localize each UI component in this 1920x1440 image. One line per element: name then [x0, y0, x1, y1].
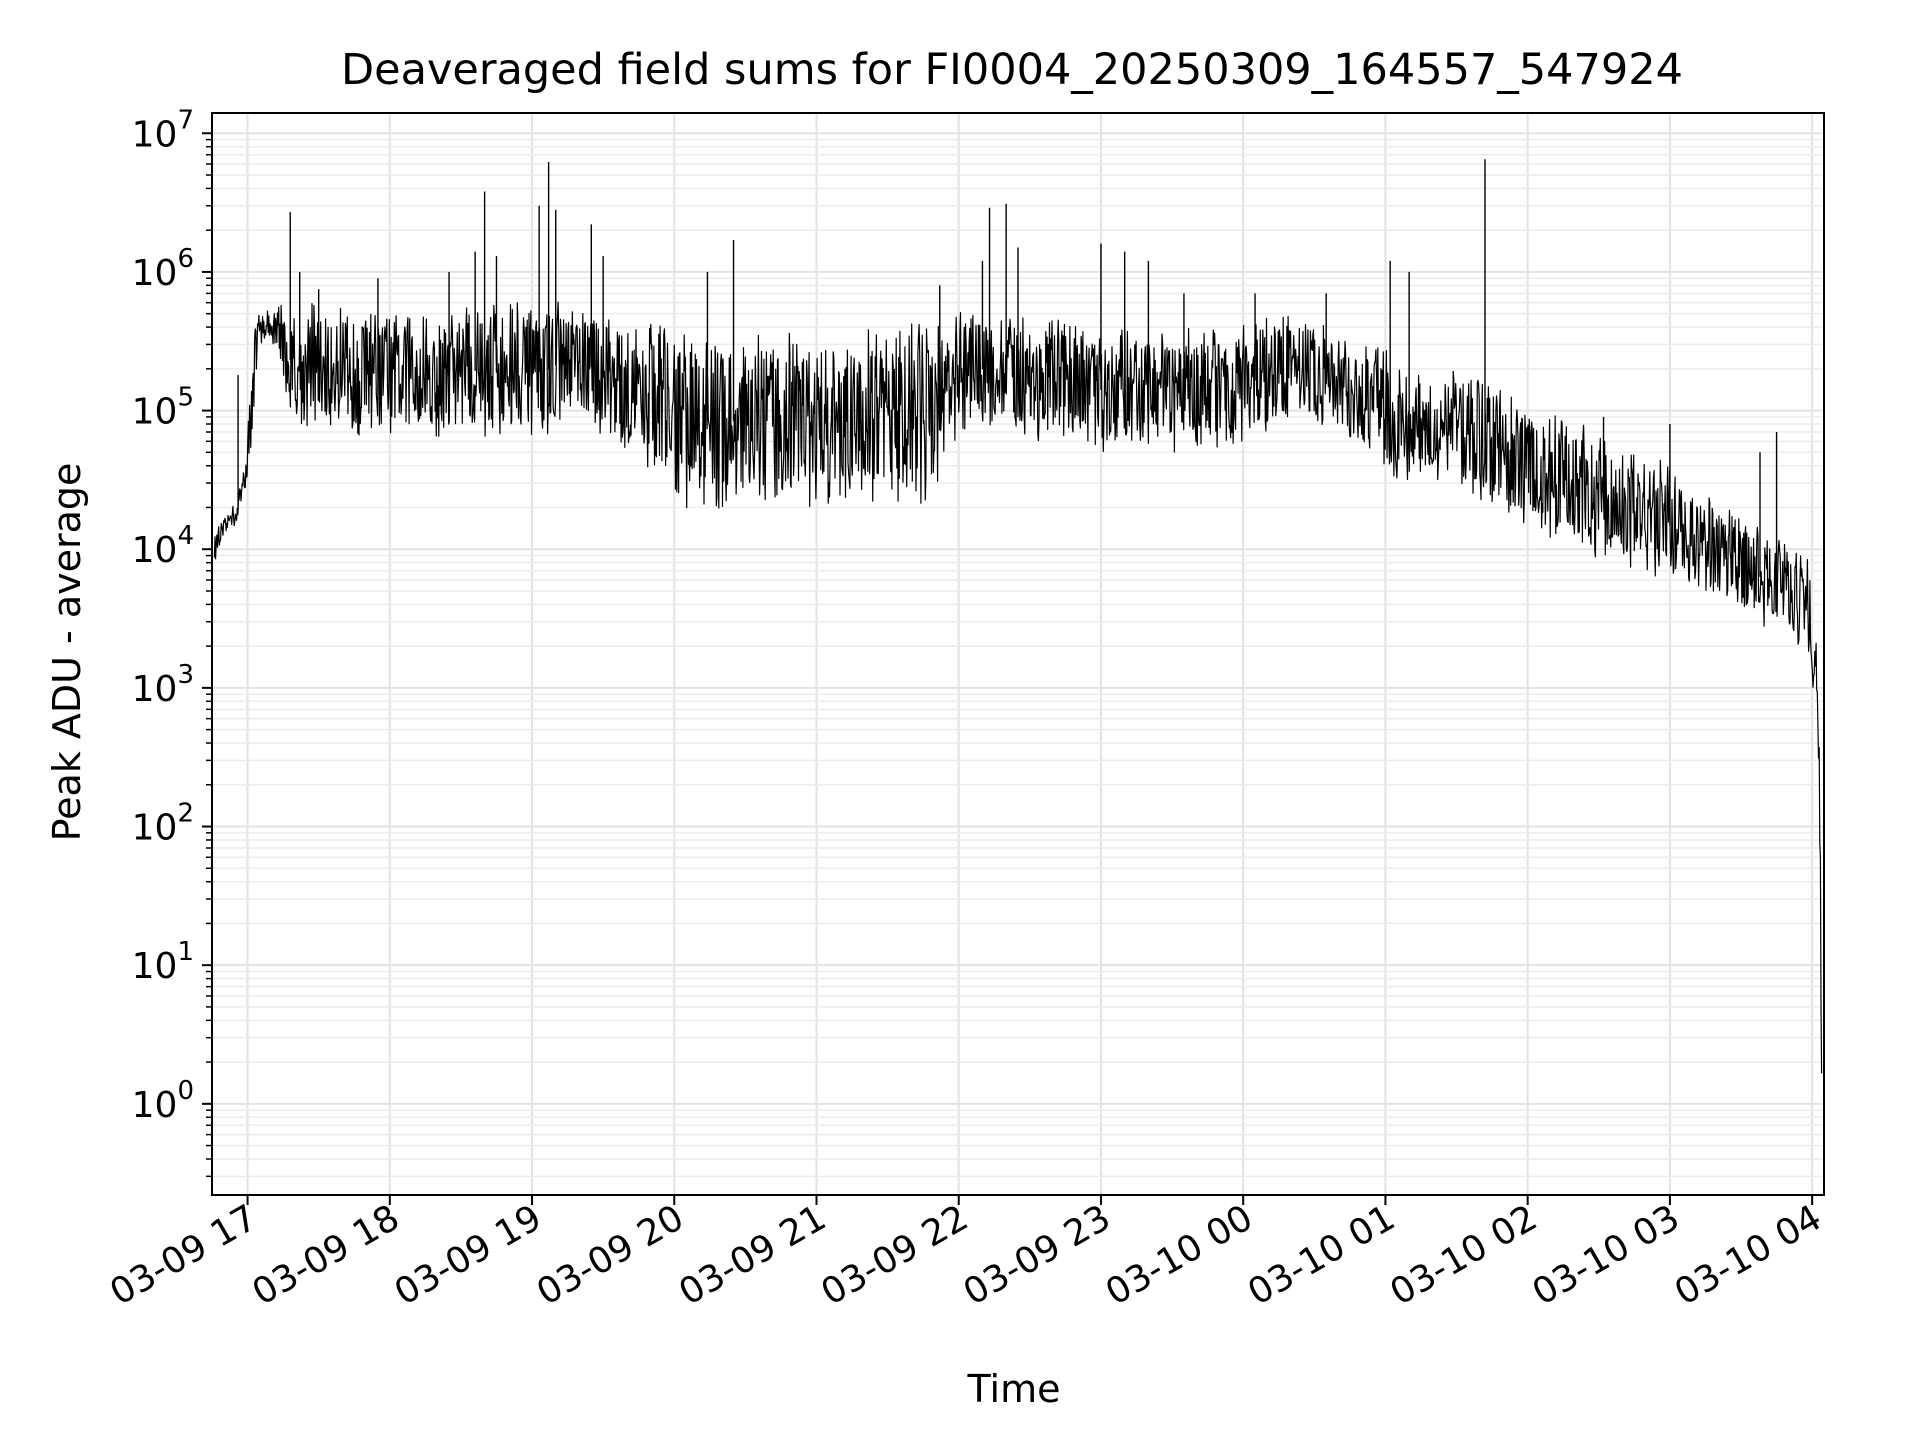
y-tick-label: 102 [132, 799, 194, 849]
plot-frame [211, 112, 1825, 1196]
y-tick-label: 101 [132, 937, 194, 987]
chart-title: Deaveraged field sums for FI0004_2025030… [341, 45, 1683, 95]
y-tick-label: 104 [132, 521, 194, 571]
y-tick-label: 106 [132, 244, 194, 294]
y-tick-label: 105 [132, 383, 194, 433]
y-tick-label: 107 [132, 105, 194, 155]
y-tick-label: 103 [132, 660, 194, 710]
data-series-line [213, 301, 1823, 1074]
y-tick-label: 100 [132, 1076, 194, 1126]
x-axis-label: Time [967, 1367, 1061, 1411]
data-layer [213, 159, 1823, 1074]
y-axis-label: Peak ADU - average [45, 463, 89, 842]
